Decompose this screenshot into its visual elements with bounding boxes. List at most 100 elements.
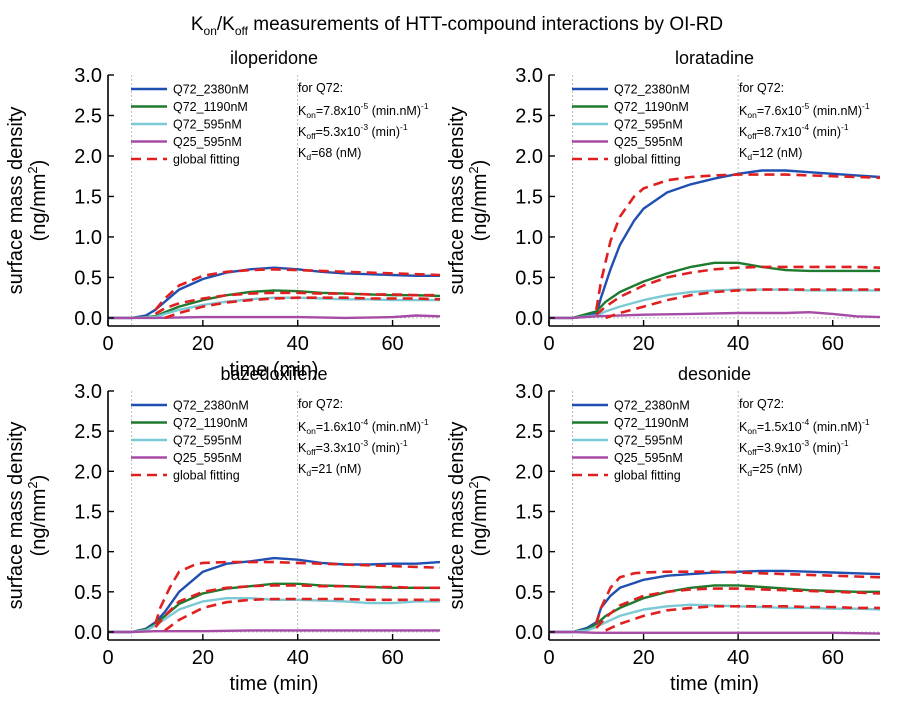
y-tick-label: 3.0 (515, 65, 543, 87)
annotation-line: Kd=12 (nM) (739, 146, 802, 162)
figure-title-k: K (190, 14, 204, 35)
y-axis-label: surface mass density (5, 107, 27, 295)
legend-label: Q72_595nM (173, 118, 242, 132)
series-line-Q25_595nM (549, 630, 881, 635)
x-tick-label: 60 (822, 333, 844, 355)
x-tick-label: 40 (727, 333, 749, 355)
y-tick-label: 2.0 (515, 461, 543, 483)
x-axis-label: time (min) (230, 359, 319, 381)
x-tick-label: 60 (381, 647, 403, 669)
panel-title: desonide (678, 364, 751, 384)
x-tick-label: 40 (287, 333, 309, 355)
x-tick-label: 20 (632, 333, 654, 355)
annotation-line: Kd=68 (nM) (298, 146, 361, 162)
fit-line (595, 173, 881, 311)
y-tick-label: 1.5 (74, 186, 102, 208)
y-tick-label: 1.0 (515, 542, 543, 564)
legend-label: Q72_595nM (614, 434, 683, 448)
annotation-line: Kon=1.6x10-4 (min.nM)-1 (298, 417, 429, 436)
series-line-Q72_1190nM (549, 261, 880, 320)
legend-label: Q72_1190nM (614, 416, 689, 430)
fit-line (605, 288, 880, 320)
y-tick-label: 0.0 (74, 308, 102, 330)
fit-line (154, 560, 441, 625)
panel-1: 0.0 0.5 1.0 1.5 2.0 2.5 3.0 0 20 40 60 iloperidone t… (5, 48, 441, 381)
y-axis-unit-label: (ng/mm2) (466, 475, 491, 557)
x-axis-label: time (min) (230, 673, 319, 695)
legend-label: Q25_595nM (614, 451, 683, 465)
annotation-line: Koff=5.3x10-3 (min)-1 (298, 122, 408, 141)
y-tick-label: 2.0 (74, 461, 102, 483)
legend-label: Q72_2380nM (173, 83, 249, 97)
y-tick-label: 2.0 (74, 146, 102, 168)
fit-line (605, 604, 880, 632)
y-tick-label: 2.5 (74, 421, 102, 443)
y-tick-label: 2.5 (74, 105, 102, 127)
fit-line (595, 265, 881, 316)
y-tick-label: 0.5 (74, 582, 102, 604)
y-tick-label: 1.0 (74, 227, 102, 249)
x-tick-label: 60 (381, 333, 403, 355)
y-tick-label: 0.0 (515, 622, 543, 644)
figure-title-mid: /K (216, 14, 235, 35)
legend-label: Q72_1190nM (173, 100, 248, 114)
annotation-header: for Q72: (739, 81, 784, 95)
y-tick-label: 1.5 (74, 501, 102, 523)
panel-3: 0.0 0.5 1.0 1.5 2.0 2.5 3.0 0 20 40 60 bazedoxifene… (5, 364, 441, 695)
legend-label: Q72_595nM (614, 118, 683, 132)
fit-line (595, 587, 881, 629)
series-line-Q25_595nM (108, 629, 440, 634)
y-axis-unit-label: (ng/mm2) (466, 160, 491, 242)
y-tick-label: 3.0 (74, 381, 102, 403)
y-tick-label: 2.5 (515, 421, 543, 443)
fit-line (595, 570, 881, 625)
legend-label: global fitting (173, 469, 240, 483)
annotation-header: for Q72: (298, 397, 343, 411)
series-line-Q72_2380nM (108, 266, 440, 320)
x-tick-label: 60 (822, 647, 844, 669)
y-axis-label: surface mass density (446, 422, 468, 610)
legend-label: Q72_2380nM (614, 399, 690, 413)
annotation-line: Kon=7.8x10-5 (min.nM)-1 (298, 101, 429, 120)
fit-line (154, 267, 441, 311)
y-tick-label: 0.5 (74, 267, 102, 289)
panel-4: 0.0 0.5 1.0 1.5 2.0 2.5 3.0 0 20 40 60 desonide time… (446, 364, 881, 695)
y-axis-label: surface mass density (5, 422, 27, 610)
x-tick-label: 40 (727, 647, 749, 669)
y-tick-label: 1.0 (74, 542, 102, 564)
legend-label: Q25_595nM (614, 135, 683, 149)
y-axis-unit-label: (ng/mm2) (25, 160, 50, 242)
y-tick-label: 3.0 (74, 65, 102, 87)
fit-line (154, 584, 440, 628)
legend-label: Q25_595nM (173, 135, 242, 149)
annotation-header: for Q72: (298, 81, 343, 95)
legend-label: Q72_2380nM (614, 83, 690, 97)
series-line-Q72_2380nM (549, 569, 881, 634)
annotation-header: for Q72: (739, 397, 784, 411)
series-line-Q72_2380nM (549, 169, 881, 320)
y-tick-label: 1.0 (515, 227, 543, 249)
legend-label: Q72_2380nM (173, 399, 249, 413)
legend-label: Q72_595nM (173, 434, 242, 448)
x-tick-label: 20 (632, 647, 654, 669)
x-tick-label: 20 (192, 647, 214, 669)
x-tick-label: 0 (543, 647, 554, 669)
y-tick-label: 3.0 (515, 381, 543, 403)
y-tick-label: 0.5 (515, 582, 543, 604)
legend-label: Q72_1190nM (614, 100, 689, 114)
series-line-Q72_595nM (549, 288, 880, 320)
panel-2: 0.0 0.5 1.0 1.5 2.0 2.5 3.0 0 20 40 60 loratadine su… (446, 48, 881, 355)
y-tick-label: 0.0 (515, 308, 543, 330)
annotation-line: Koff=3.9x10-3 (min)-1 (739, 438, 849, 457)
x-tick-label: 0 (543, 333, 554, 355)
annotation-line: Kd=25 (nM) (739, 462, 802, 478)
panel-title: loratadine (675, 48, 754, 68)
legend-label: global fitting (173, 153, 240, 167)
legend-label: Q72_1190nM (173, 416, 248, 430)
x-tick-label: 0 (102, 647, 113, 669)
legend-label: global fitting (614, 469, 681, 483)
fit-line (154, 291, 440, 316)
y-tick-label: 2.0 (515, 146, 543, 168)
y-tick-label: 0.5 (515, 267, 543, 289)
